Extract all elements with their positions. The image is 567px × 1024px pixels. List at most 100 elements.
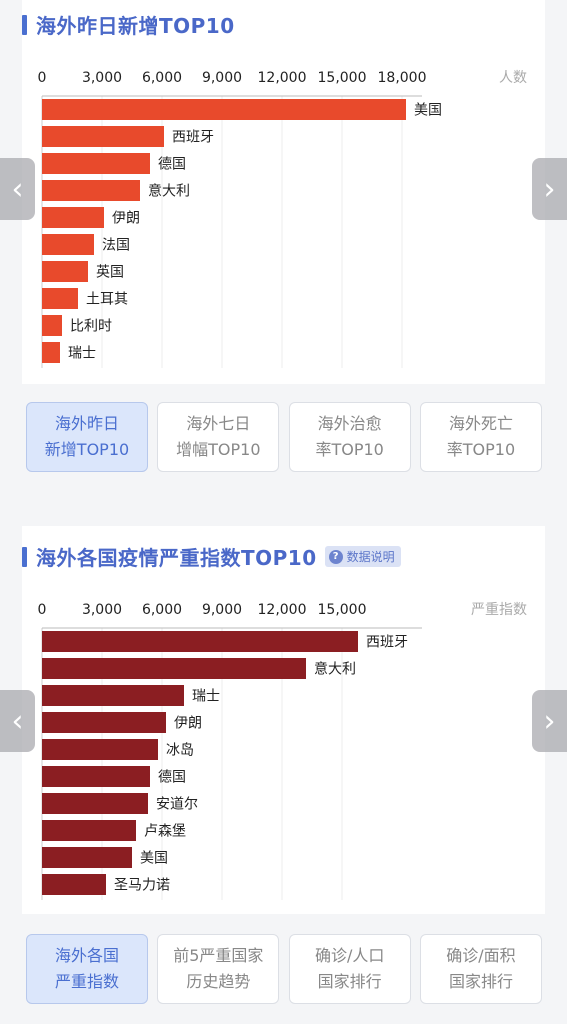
- bar-label: 比利时: [70, 319, 112, 335]
- tab-label: 确诊/人口: [314, 946, 385, 965]
- bar-label: 安道尔: [156, 797, 198, 813]
- x-tick-label: 6,000: [142, 602, 182, 618]
- bar: [42, 631, 358, 652]
- title-accent-bar: [22, 14, 27, 35]
- bar-label: 西班牙: [366, 635, 408, 651]
- x-tick-label: 9,000: [202, 70, 242, 86]
- bar: [42, 288, 78, 309]
- bar-label: 伊朗: [112, 211, 140, 227]
- section-title-2: 海外各国疫情严重指数TOP10 ? 数据说明: [22, 542, 401, 571]
- bar-label: 美国: [414, 103, 442, 119]
- bar-label: 意大利: [148, 183, 190, 200]
- bar: [42, 766, 150, 787]
- bar: [42, 658, 306, 679]
- tab-label: 海外七日: [186, 414, 251, 433]
- tab-top5-trend[interactable]: 前5严重国家 历史趋势: [157, 934, 280, 1004]
- x-tick-label: 15,000: [318, 602, 367, 618]
- tab-label: 确诊/面积: [446, 946, 516, 965]
- tab-label: 历史趋势: [186, 972, 251, 991]
- data-info-button[interactable]: ? 数据说明: [324, 546, 401, 567]
- x-tick-label: 12,000: [258, 70, 307, 86]
- x-tick-label: 0: [38, 602, 47, 618]
- badge-label: 数据说明: [346, 550, 395, 564]
- bar-label: 瑞士: [68, 346, 96, 362]
- bar: [42, 153, 150, 174]
- chevron-left-icon: ‹: [11, 703, 24, 739]
- tab-cases-per-area[interactable]: 确诊/面积国家排行: [419, 934, 542, 1004]
- tab-label: 海外昨日: [54, 414, 119, 433]
- tab-label: 国家排行: [317, 972, 382, 991]
- bar: [42, 874, 106, 895]
- tab-label: 前5严重国家: [173, 946, 264, 965]
- tab-group-1: 海外昨日新增TOP10 海外七日增幅TOP10 海外治愈率TOP10 海外死亡率…: [26, 402, 542, 472]
- bar-label: 伊朗: [174, 716, 202, 732]
- chevron-left-icon: ‹: [11, 171, 24, 207]
- next-arrow-button-1[interactable]: ›: [532, 158, 567, 220]
- bar: [42, 261, 88, 282]
- chevron-right-icon: ›: [543, 703, 556, 739]
- bar: [42, 126, 164, 147]
- bar: [42, 207, 104, 228]
- bar-label: 瑞士: [192, 689, 220, 705]
- prev-arrow-button-1[interactable]: ‹: [0, 158, 35, 220]
- severity-index-bar-chart: 0 3,000 6,000 9,000 12,000 15,000 严重指数西班牙意大利瑞士…: [38, 602, 527, 900]
- bar: [42, 712, 166, 733]
- tab-severity-index[interactable]: 海外各国 严重指数: [26, 934, 148, 1004]
- bar: [42, 234, 94, 255]
- x-tick-label: 0: [38, 70, 47, 86]
- bar-label: 意大利: [314, 661, 356, 678]
- tab-group-2: 海外各国严重指数 前5严重国家 历史趋势 确诊/人口国家排行 确诊/面积国家排行: [26, 934, 542, 1004]
- bar: [42, 820, 136, 841]
- x-tick-label: 6,000: [142, 70, 182, 86]
- tab-seven-day-growth[interactable]: 海外七日增幅TOP10: [157, 402, 280, 472]
- page-title: 海外各国疫情严重指数TOP10: [36, 546, 317, 570]
- bar-label: 英国: [96, 264, 124, 281]
- x-tick-label: 18,000: [378, 70, 427, 86]
- bar-label: 德国: [158, 157, 186, 173]
- bar: [42, 99, 406, 120]
- tab-new-cases[interactable]: 海外昨日新增TOP10: [26, 402, 148, 472]
- tab-label: 增幅TOP10: [176, 440, 261, 459]
- tab-label: 国家排行: [448, 972, 513, 991]
- x-tick-label: 9,000: [202, 602, 242, 618]
- title-accent-bar: [22, 546, 27, 567]
- bar: [42, 685, 184, 706]
- bar-label: 德国: [158, 770, 186, 786]
- chevron-right-icon: ›: [543, 171, 556, 207]
- bar: [42, 342, 60, 363]
- question-icon: ?: [328, 549, 343, 564]
- unit-label: 严重指数: [471, 602, 527, 618]
- bar: [42, 180, 140, 201]
- bar-label: 西班牙: [172, 130, 214, 146]
- bar: [42, 315, 62, 336]
- next-arrow-button-2[interactable]: ›: [532, 690, 567, 752]
- tab-label: 海外死亡: [448, 414, 513, 433]
- bar: [42, 847, 132, 868]
- x-tick-label: 12,000: [258, 602, 307, 618]
- tab-label: 率TOP10: [446, 440, 516, 459]
- tab-death-rate[interactable]: 海外死亡率TOP10: [419, 402, 542, 472]
- bar-label: 圣马力诺: [114, 878, 170, 894]
- bar: [42, 739, 158, 760]
- tab-label: 严重指数: [54, 972, 119, 991]
- x-tick-label: 15,000: [318, 70, 367, 86]
- bar-label: 冰岛: [166, 743, 194, 759]
- tab-recovery-rate[interactable]: 海外治愈率TOP10: [288, 402, 411, 472]
- bar-label: 美国: [140, 851, 168, 867]
- bar-label: 土耳其: [86, 292, 128, 308]
- tab-label: 海外各国: [54, 946, 119, 965]
- x-tick-label: 3,000: [82, 602, 122, 618]
- page-title: 海外昨日新增TOP10: [36, 14, 235, 38]
- bar-label: 卢森堡: [144, 824, 186, 840]
- tab-label: 率TOP10: [315, 440, 384, 459]
- unit-label: 人数: [499, 70, 527, 86]
- bar: [42, 793, 148, 814]
- tab-label: 新增TOP10: [44, 440, 130, 459]
- section-title-1: 海外昨日新增TOP10: [22, 10, 235, 39]
- bar-label: 法国: [102, 238, 130, 254]
- prev-arrow-button-2[interactable]: ‹: [0, 690, 35, 752]
- new-cases-bar-chart: 0 3,000 6,000 9,000 12,000 15,000 18,000 人数美国西班…: [38, 70, 527, 368]
- tab-cases-per-population[interactable]: 确诊/人口国家排行: [288, 934, 411, 1004]
- x-tick-label: 3,000: [82, 70, 122, 86]
- tab-label: 海外治愈: [317, 414, 382, 433]
